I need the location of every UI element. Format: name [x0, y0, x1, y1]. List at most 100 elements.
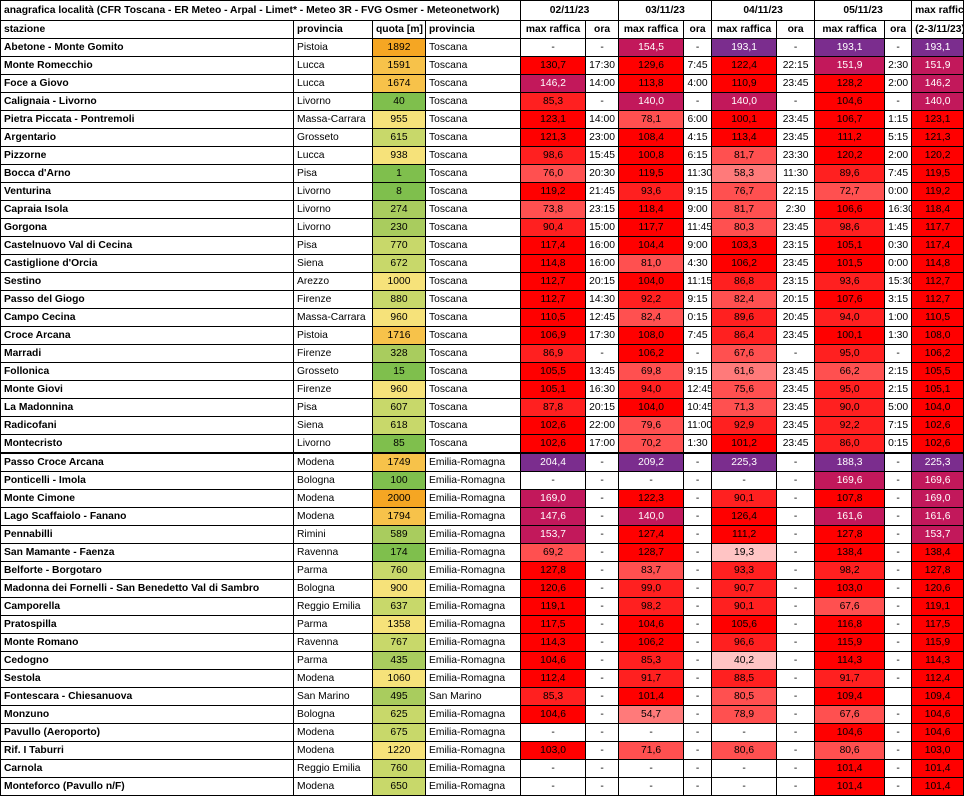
gust-time: -: [683, 615, 713, 634]
gust-time: 2:15: [884, 380, 913, 399]
gust-time: -: [585, 633, 620, 652]
region: Toscana: [424, 362, 522, 381]
gust-time: -: [884, 777, 913, 796]
gust-value: 92,9: [711, 416, 778, 435]
gust-time: -: [884, 579, 913, 598]
gust-value: -: [520, 759, 587, 778]
table-row: Sestino Arezzo 1000 Toscana 112,7 20:15 104,0 1…: [0, 272, 964, 291]
gust-time: -: [884, 38, 913, 57]
gust-value: 95,0: [814, 380, 886, 399]
gust-time: 14:00: [585, 110, 620, 129]
gust-time: 23:15: [585, 200, 620, 219]
region: Toscana: [424, 254, 522, 273]
gust-time: -: [776, 759, 816, 778]
gust-value: 112,7: [520, 272, 587, 291]
gust-time: -: [776, 687, 816, 706]
gust-time: -: [884, 669, 913, 688]
table-row: Argentario Grosseto 615 Toscana 121,3 23:00 10…: [0, 128, 964, 147]
gust-time: -: [776, 615, 816, 634]
max-gust-value: 112,7: [911, 272, 964, 291]
altitude: 955: [372, 110, 426, 129]
gust-time: -: [776, 344, 816, 363]
gust-time: 1:00: [884, 308, 913, 327]
max-gust-value: 140,0: [911, 92, 964, 111]
table-row: Monteforco (Pavullo n/F) Modena 650 Emilia-…: [0, 777, 964, 796]
max-gust-value: 112,7: [911, 290, 964, 309]
station-name: Argentario: [0, 128, 294, 147]
gust-time: 17:30: [585, 56, 620, 75]
gust-time: 2:15: [884, 362, 913, 381]
station-name: Pratospilla: [0, 615, 294, 634]
gust-time: -: [683, 705, 713, 724]
gust-value: 114,8: [520, 254, 587, 273]
max-gust-value: 106,2: [911, 344, 964, 363]
gust-time: -: [683, 452, 713, 472]
table-row: Passo del Giogo Firenze 880 Toscana 112,7 14:…: [0, 290, 964, 309]
gust-value: 86,8: [711, 272, 778, 291]
col-stazione: stazione: [0, 20, 294, 39]
gust-value: 91,7: [618, 669, 685, 688]
gust-time: -: [683, 344, 713, 363]
gust-time: 12:45: [585, 308, 620, 327]
station-name: Foce a Giovo: [0, 74, 294, 93]
region: Toscana: [424, 182, 522, 201]
province: Grosseto: [293, 362, 373, 381]
altitude: 960: [372, 380, 426, 399]
max-gust-value: 115,9: [911, 633, 964, 652]
gust-value: 106,7: [814, 110, 886, 129]
region: Toscana: [424, 218, 522, 237]
gust-value: 79,6: [618, 416, 685, 435]
max-gust-value: 193,1: [911, 38, 964, 57]
altitude: 40: [372, 92, 426, 111]
province: Lucca: [293, 146, 373, 165]
table-row: Castiglione d'Orcia Siena 672 Toscana 114,8 1…: [0, 254, 964, 273]
max-gust-value: 119,2: [911, 182, 964, 201]
gust-time: 4:30: [683, 254, 713, 273]
gust-time: -: [683, 777, 713, 796]
gust-value: 99,0: [618, 579, 685, 598]
date-header-0: 02/11/23: [520, 0, 620, 21]
gust-value: 90,7: [711, 579, 778, 598]
max-gust-value: 104,6: [911, 705, 964, 724]
gust-value: 122,4: [711, 56, 778, 75]
gust-time: 16:30: [884, 200, 913, 219]
gust-value: 76,0: [520, 164, 587, 183]
gust-time: -: [585, 344, 620, 363]
gust-time: -: [884, 471, 913, 490]
gust-value: -: [711, 777, 778, 796]
gust-value: 103,0: [520, 741, 587, 760]
gust-time: -: [585, 543, 620, 562]
gust-value: 88,5: [711, 669, 778, 688]
gust-value: 100,1: [711, 110, 778, 129]
region: Emilia-Romagna: [424, 452, 522, 472]
gust-value: 93,3: [711, 561, 778, 580]
station-name: Follonica: [0, 362, 294, 381]
max-gust-value: 138,4: [911, 543, 964, 562]
gust-value: 105,6: [711, 615, 778, 634]
gust-value: 117,5: [520, 615, 587, 634]
gust-value: 86,4: [711, 326, 778, 345]
table-row: Croce Arcana Pistoia 1716 Toscana 106,9 17:30…: [0, 326, 964, 345]
table-row: Carnola Reggio Emilia 760 Emilia-Romagna - - -…: [0, 759, 964, 778]
altitude: 1591: [372, 56, 426, 75]
gust-value: 147,6: [520, 507, 587, 526]
max-gust-value: 117,5: [911, 615, 964, 634]
gust-value: 105,1: [814, 236, 886, 255]
col-ora-2: ora: [776, 20, 816, 39]
table-row: Castelnuovo Val di Cecina Pisa 770 Toscana 1…: [0, 236, 964, 255]
gust-time: 1:30: [884, 326, 913, 345]
region: Toscana: [424, 290, 522, 309]
col-ora-0: ora: [585, 20, 620, 39]
gust-value: 117,7: [618, 218, 685, 237]
max-gust-value: 151,9: [911, 56, 964, 75]
station-name: Pietra Piccata - Pontremoli: [0, 110, 294, 129]
region: Emilia-Romagna: [424, 489, 522, 508]
gust-value: 193,1: [814, 38, 886, 57]
station-name: Cedogno: [0, 651, 294, 670]
altitude: 1060: [372, 669, 426, 688]
gust-value: 98,6: [814, 218, 886, 237]
gust-time: -: [884, 723, 913, 742]
gust-value: 209,2: [618, 452, 685, 472]
gust-time: -: [776, 38, 816, 57]
province: Modena: [293, 452, 373, 472]
